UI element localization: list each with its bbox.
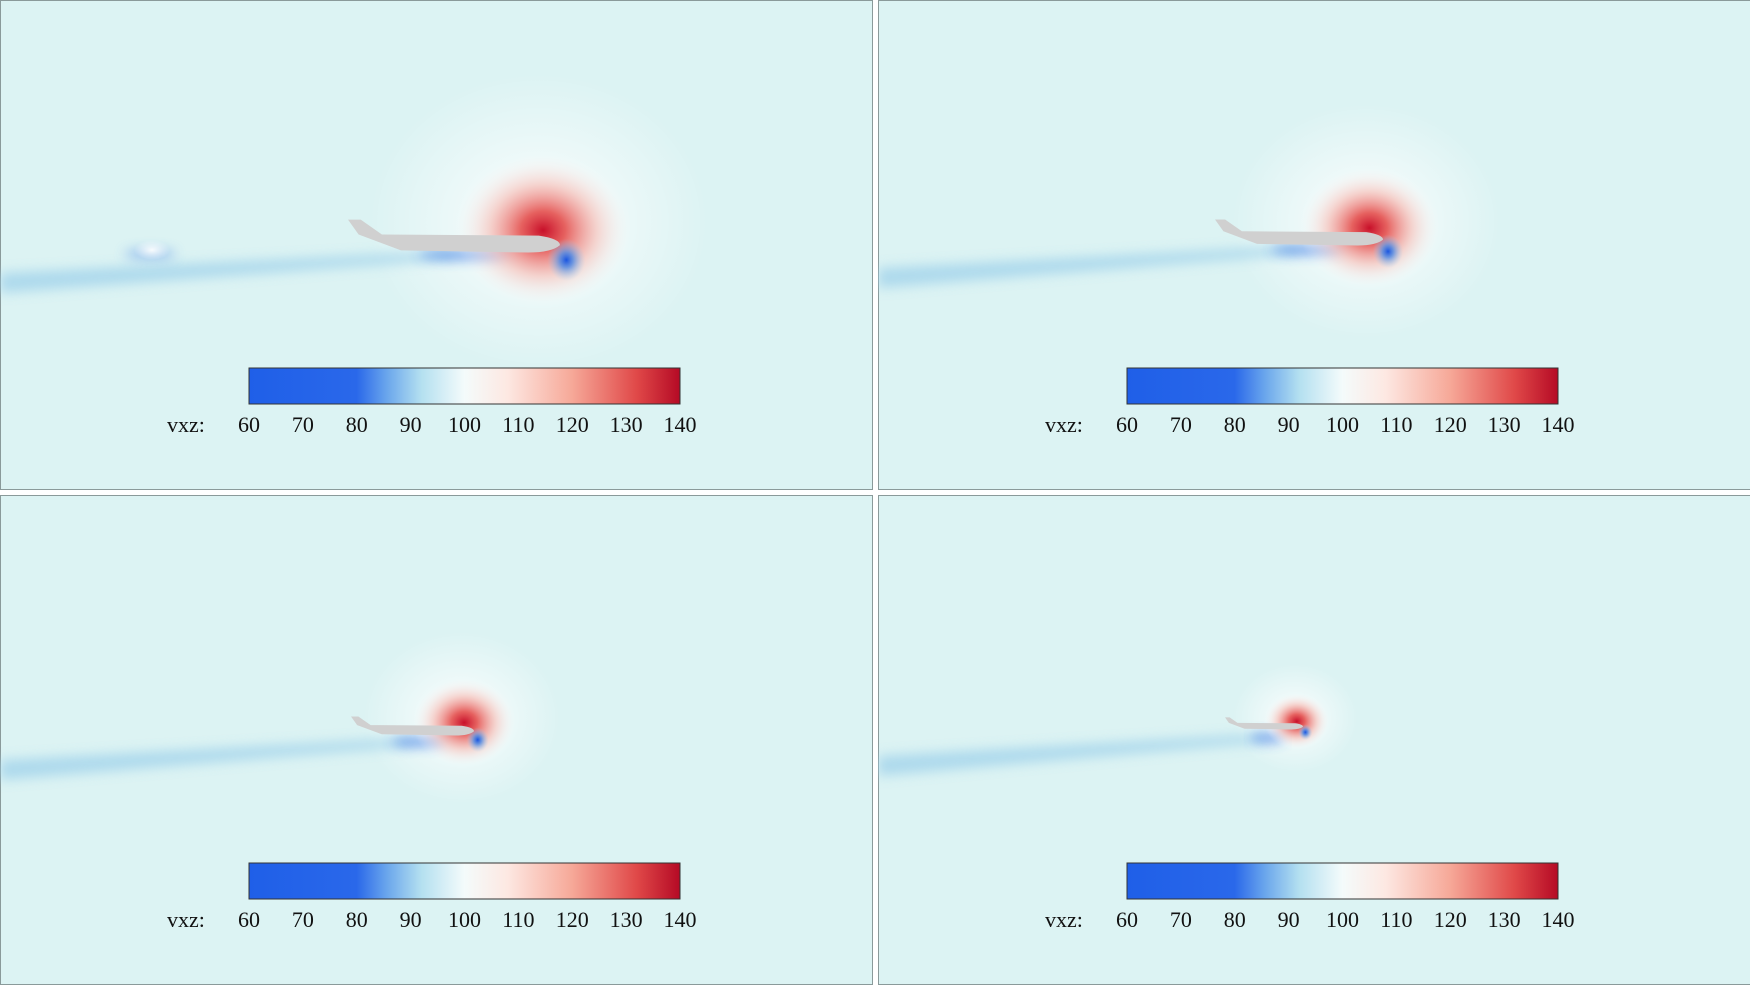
flow-panel: vxz: 60 70 80 90 100 110 120 130 140 (878, 495, 1750, 985)
aircraft (1215, 219, 1383, 246)
pressure-high (412, 678, 516, 767)
colorbar (248, 367, 681, 405)
colorbar (1126, 367, 1559, 405)
colorbar-tick-label: 130 (1488, 907, 1521, 932)
colorbar (1126, 862, 1559, 900)
pressure-high (453, 153, 633, 307)
colorbar-tick-label: 120 (1434, 412, 1467, 437)
wake (878, 246, 1299, 288)
pressure-low (1372, 234, 1404, 269)
colorbar-label: vxz: (1045, 907, 1083, 932)
pressure-low (1298, 724, 1313, 741)
colorbar-tick-label: 90 (400, 412, 422, 437)
wake (0, 738, 413, 780)
frame (878, 0, 1750, 490)
colorbar-tick-label: 60 (238, 907, 260, 932)
colorbar-tick-label: 120 (1434, 907, 1467, 932)
colorbar-tick-label: 90 (1278, 412, 1300, 437)
colorbar-tick-label: 120 (556, 412, 589, 437)
pressure-high (1299, 167, 1441, 289)
colorbar-tick-label: 130 (1488, 412, 1521, 437)
aircraft (351, 716, 474, 736)
colorbar-tick-label: 110 (1380, 412, 1412, 437)
colorbar-tick-label: 100 (448, 412, 481, 437)
colorbar-label: vxz: (167, 907, 205, 932)
aircraft (1225, 717, 1303, 730)
colorbar-tick-label: 120 (556, 907, 589, 932)
wake (0, 251, 454, 293)
colorbar-tick-label: 70 (292, 907, 314, 932)
colorbar-tick-label: 100 (1326, 412, 1359, 437)
upstream-halo (134, 240, 170, 260)
flow-panel: vxz: 60 70 80 90 100 110 120 130 140 (0, 495, 873, 985)
colorbar-tick-label: 70 (292, 412, 314, 437)
colorbar-tick-label: 60 (1116, 412, 1138, 437)
colorbar-tick-label: 70 (1170, 412, 1192, 437)
colorbar-tick-label: 80 (346, 412, 368, 437)
colorbar-tick-label: 100 (448, 907, 481, 932)
colorbar-label: vxz: (1045, 412, 1083, 437)
wake (878, 734, 1264, 776)
flow-panel: vxz: 60 70 80 90 100 110 120 130 140 (878, 0, 1750, 490)
colorbar-tick-label: 90 (1278, 907, 1300, 932)
colorbar-tick-label: 60 (1116, 907, 1138, 932)
pressure-low (466, 727, 489, 753)
colorbar-tick-label: 90 (400, 907, 422, 932)
colorbar-tick-label: 100 (1326, 907, 1359, 932)
pressure-low (547, 238, 586, 282)
colorbar-tick-label: 110 (1380, 907, 1412, 932)
colorbar-tick-label: 130 (610, 907, 643, 932)
colorbar-tick-label: 110 (502, 412, 534, 437)
colorbar-tick-label: 140 (664, 412, 697, 437)
colorbar (248, 862, 681, 900)
colorbar-label: vxz: (167, 412, 205, 437)
colorbar-tick-label: 110 (502, 907, 534, 932)
pressure-high (1264, 693, 1330, 750)
colorbar-tick-label: 80 (346, 907, 368, 932)
colorbar-tick-label: 80 (1224, 412, 1246, 437)
colorbar-tick-label: 140 (1542, 412, 1575, 437)
colorbar-tick-label: 60 (238, 412, 260, 437)
flow-panel: vxz: 60 70 80 90 100 110 120 130 140 (0, 0, 873, 490)
colorbar-tick-label: 70 (1170, 907, 1192, 932)
colorbar-tick-label: 130 (610, 412, 643, 437)
colorbar-tick-label: 140 (1542, 907, 1575, 932)
frame (0, 0, 873, 490)
colorbar-tick-label: 140 (664, 907, 697, 932)
colorbar-tick-label: 80 (1224, 907, 1246, 932)
aircraft (348, 219, 560, 253)
